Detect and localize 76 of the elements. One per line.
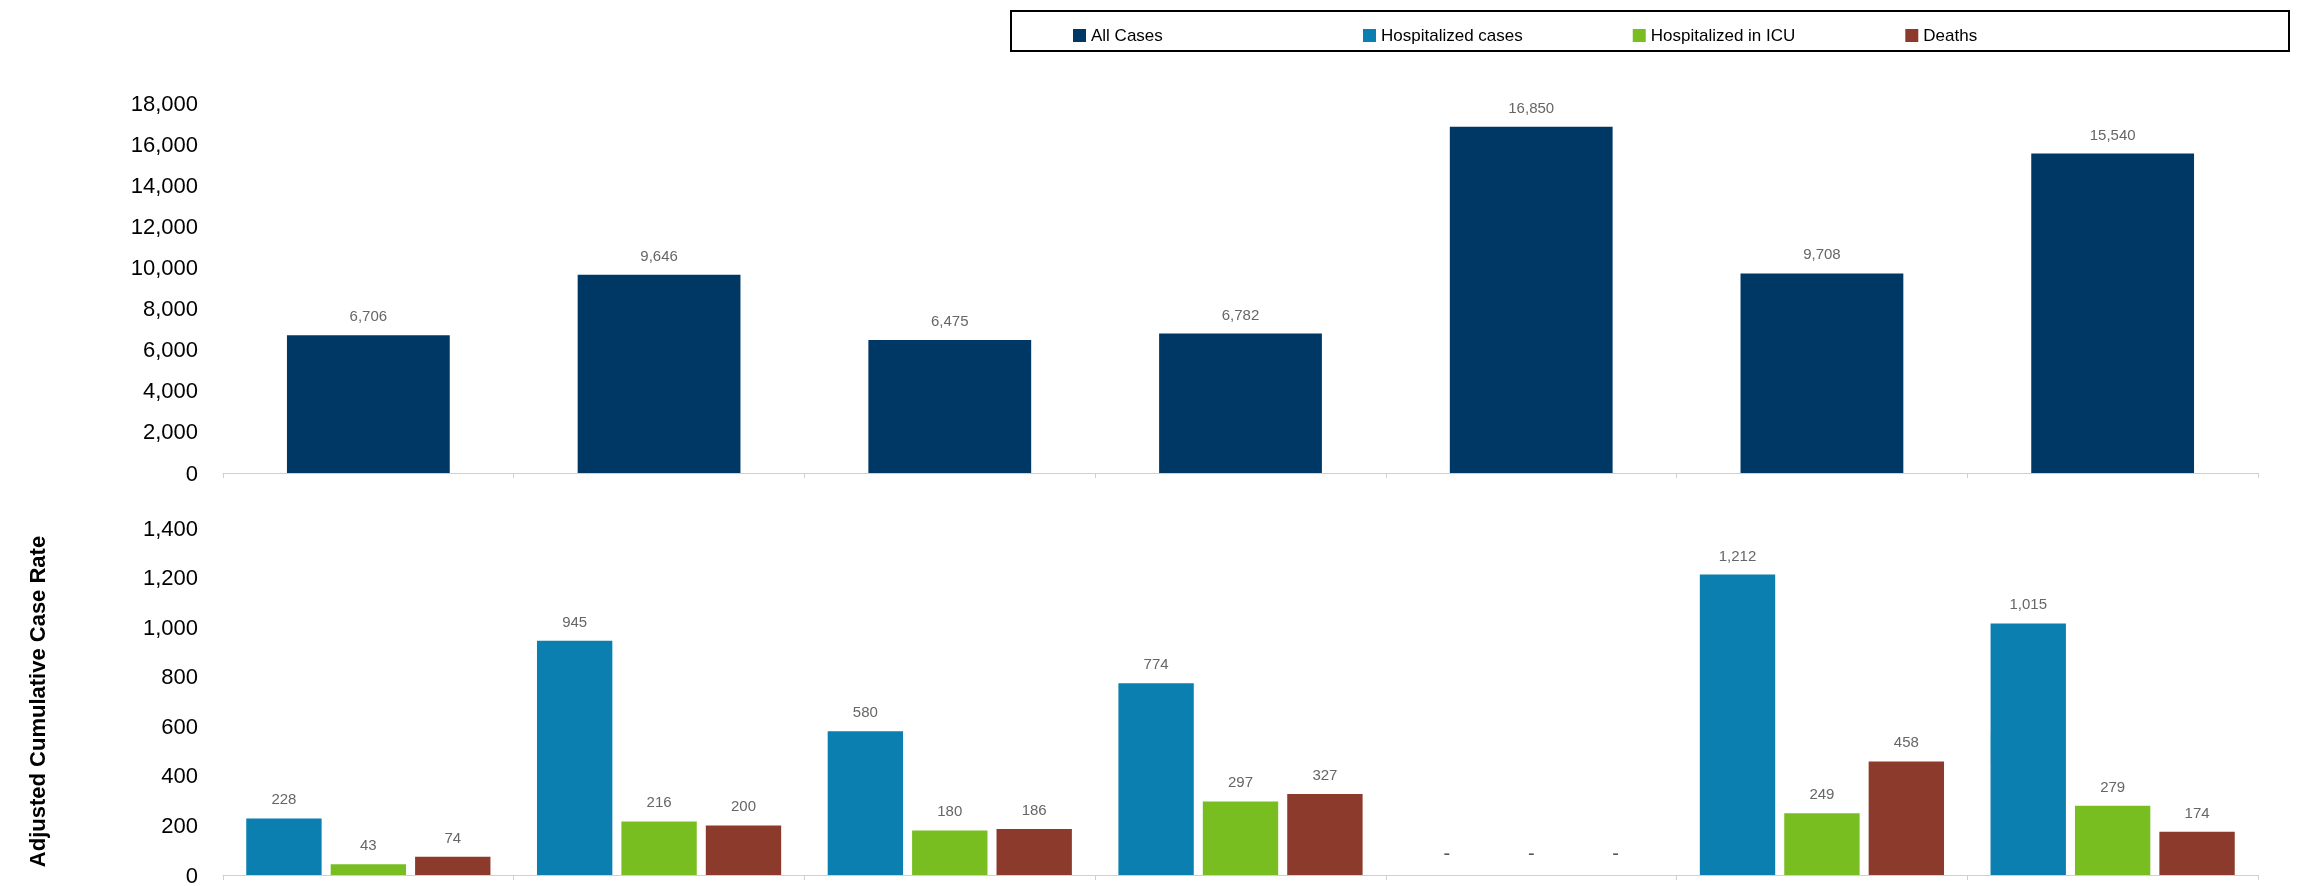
data-label: 249 <box>1809 785 1835 803</box>
bar <box>1990 623 2066 875</box>
bar <box>1287 793 1363 875</box>
bar <box>705 825 782 875</box>
bar <box>330 864 407 875</box>
bar <box>2074 805 2151 875</box>
y-tick-label: 12,000 <box>130 213 198 239</box>
bar <box>1449 126 1613 473</box>
y-tick-label: 800 <box>161 664 198 690</box>
bar <box>1784 813 1860 875</box>
bar <box>1118 683 1194 875</box>
bar <box>1202 801 1279 875</box>
text: - <box>1612 842 1619 864</box>
bar <box>415 856 491 875</box>
data-label: 279 <box>2100 777 2126 795</box>
data-label: 6,475 <box>931 311 969 329</box>
data-label: 228 <box>271 790 297 808</box>
data-label: 15,540 <box>2089 125 2136 143</box>
y-tick-label: 1,200 <box>142 565 198 591</box>
legend-label: Deaths <box>1923 26 1978 45</box>
data-label: 945 <box>562 612 588 630</box>
bar <box>868 339 1032 473</box>
data-label: 180 <box>937 802 963 820</box>
data-label: 6,706 <box>349 307 388 325</box>
data-label: 327 <box>1312 765 1338 783</box>
y-tick-label: 2,000 <box>142 419 198 445</box>
bar <box>1740 273 1904 473</box>
bar <box>1699 574 1776 875</box>
data-label: 16,850 <box>1508 98 1555 116</box>
y-tick-label: 4,000 <box>142 378 198 404</box>
data-label: 9,708 <box>1803 245 1841 263</box>
text: - <box>1527 842 1535 864</box>
data-label: 580 <box>852 703 878 721</box>
data-label: 186 <box>1021 800 1047 818</box>
y-tick-label: 14,000 <box>130 172 198 198</box>
data-label: 9,646 <box>640 246 678 264</box>
data-label: 174 <box>2184 803 2210 821</box>
bar <box>621 821 697 875</box>
y-axis-title: Adjusted Cumulative Case Rate <box>24 535 50 868</box>
y-tick-label: 8,000 <box>142 296 198 322</box>
bar <box>912 830 988 875</box>
y-tick-label: 600 <box>161 713 198 739</box>
data-label: 43 <box>360 836 377 854</box>
bar <box>577 274 741 473</box>
y-tick-label: 1,400 <box>142 515 198 541</box>
legend-label: Hospitalized in ICU <box>1650 26 1796 45</box>
y-tick-label: 400 <box>161 763 198 789</box>
bar <box>2031 153 2195 473</box>
bar <box>1868 761 1945 875</box>
y-tick-label: 1,000 <box>142 614 198 640</box>
y-tick-label: 18,000 <box>130 90 198 116</box>
bar <box>1159 333 1322 473</box>
data-label: 458 <box>1893 733 1919 751</box>
data-label: 216 <box>646 793 672 811</box>
bar <box>286 335 450 473</box>
y-tick-label: 0 <box>185 862 198 886</box>
data-label: 774 <box>1143 655 1169 673</box>
bar <box>827 731 904 875</box>
data-label: 297 <box>1227 773 1254 791</box>
bar <box>536 640 613 875</box>
y-tick-label: 10,000 <box>130 254 198 280</box>
data-label: 200 <box>730 797 756 815</box>
data-label: 1,212 <box>1718 546 1757 564</box>
y-tick-label: 16,000 <box>130 131 198 157</box>
y-tick-label: 200 <box>161 812 198 838</box>
data-label: 6,782 <box>1221 305 1260 323</box>
data-label: 1,015 <box>2009 595 2047 613</box>
bar <box>996 828 1072 875</box>
bar <box>2159 831 2235 875</box>
legend-label: All Cases <box>1091 26 1163 45</box>
data-label: 74 <box>444 828 462 846</box>
y-tick-label: 0 <box>185 460 198 486</box>
y-tick-label: 6,000 <box>142 337 198 363</box>
bar <box>246 818 322 875</box>
legend-label: Hospitalized cases <box>1381 26 1523 45</box>
text: - <box>1443 842 1451 864</box>
